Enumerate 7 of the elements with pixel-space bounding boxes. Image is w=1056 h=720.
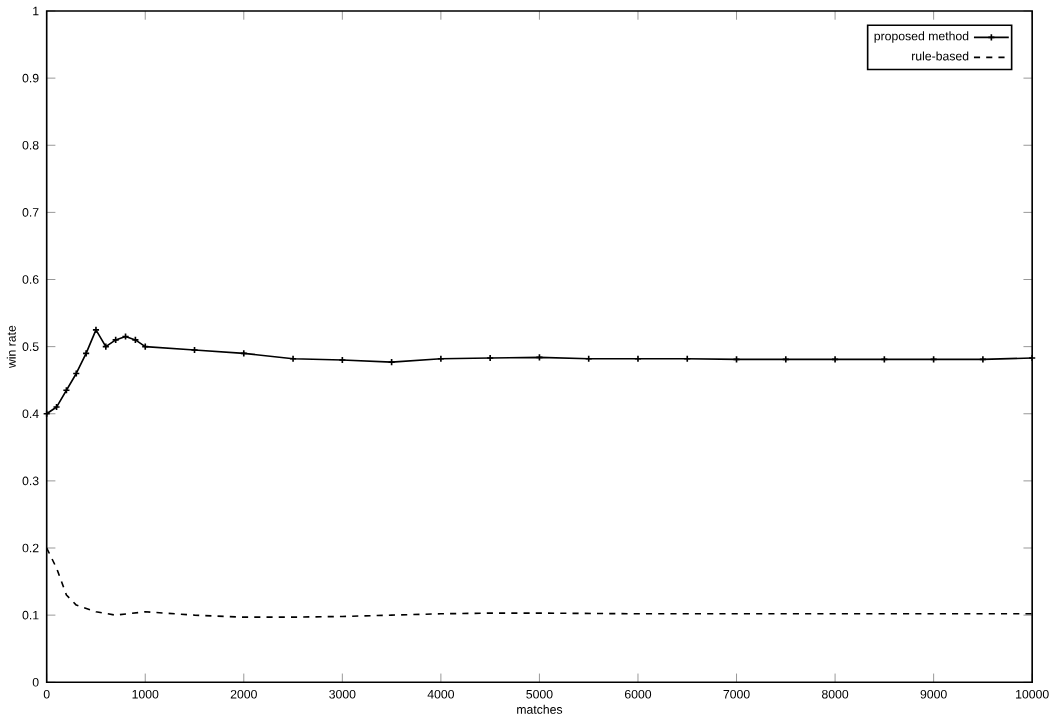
point xyxy=(584,354,593,363)
point xyxy=(92,325,100,334)
point xyxy=(72,369,81,378)
point xyxy=(634,354,642,363)
point xyxy=(289,354,297,363)
point xyxy=(437,354,445,363)
point xyxy=(683,354,692,363)
